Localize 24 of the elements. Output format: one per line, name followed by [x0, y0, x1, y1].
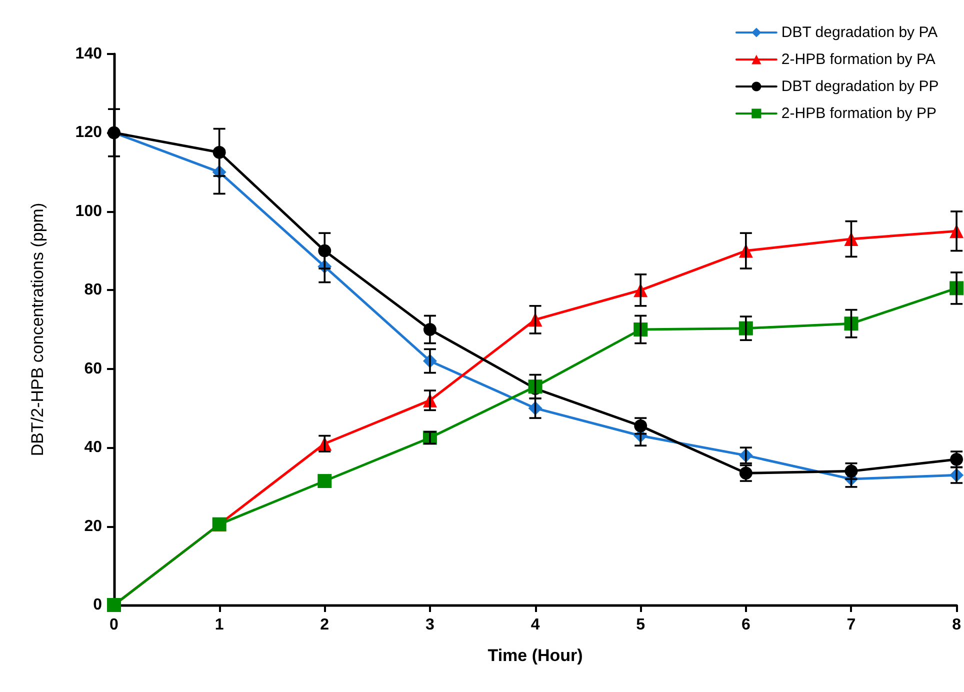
- x-tick-label: 2: [320, 616, 330, 634]
- x-tick-label: 6: [741, 616, 750, 634]
- x-tick-label: 3: [426, 616, 435, 634]
- y-axis-title: DBT/2-HPB concentrations (ppm): [28, 202, 47, 456]
- y-tick-label: 20: [84, 518, 102, 535]
- x-tick-label: 8: [952, 616, 962, 634]
- x-tick-label: 4: [530, 616, 540, 634]
- y-tick-label: 80: [84, 282, 102, 299]
- legend-label: DBT degradation by PA: [781, 24, 938, 41]
- y-tick-label: 0: [93, 596, 102, 614]
- y-tick-label: 40: [84, 439, 102, 456]
- y-tick-label: 120: [75, 124, 102, 142]
- legend-label: DBT degradation by PP: [781, 78, 939, 95]
- point: [318, 474, 332, 488]
- legend-label: 2-HPB formation by PP: [781, 105, 936, 122]
- x-axis-title: Time (Hour): [488, 646, 583, 665]
- x-tick-label: 1: [214, 616, 224, 634]
- legend-label: 2-HPB formation by PA: [781, 51, 936, 68]
- y-tick-label: 140: [75, 46, 102, 62]
- x-tick-label: 5: [636, 616, 646, 634]
- y-tick-label: 60: [84, 360, 102, 378]
- y-tick-label: 100: [75, 202, 102, 220]
- x-tick-label: 0: [110, 616, 119, 634]
- x-tick-label: 7: [846, 616, 856, 634]
